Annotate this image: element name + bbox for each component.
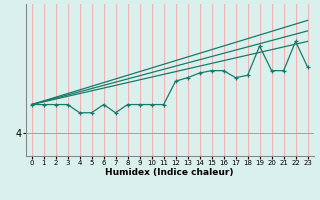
X-axis label: Humidex (Indice chaleur): Humidex (Indice chaleur) xyxy=(105,168,234,177)
